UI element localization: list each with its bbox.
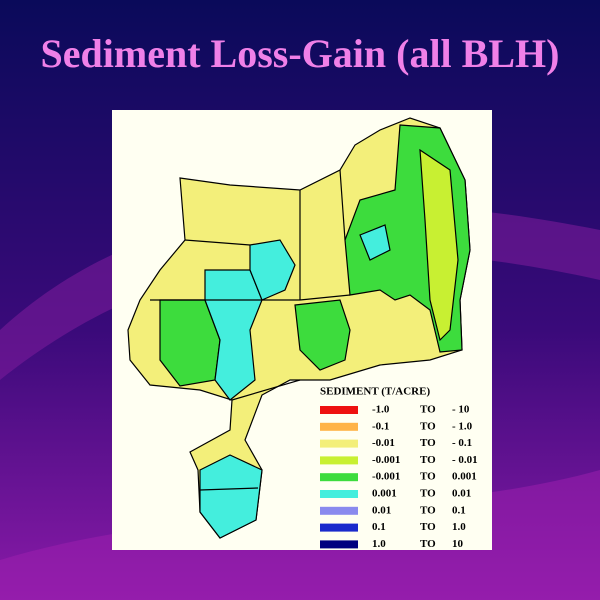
legend-swatch [320,523,358,532]
legend-sep: TO [420,504,436,516]
legend-swatch [320,439,358,448]
legend-sep: TO [420,521,436,533]
legend-to: - 1.0 [452,420,473,432]
legend-swatch [320,490,358,498]
legend-from: 0.001 [372,488,397,500]
title: Sediment Loss-Gain (all BLH) [41,31,560,76]
map-region [199,454,263,539]
legend-from: -0.01 [372,437,395,449]
legend-to: - 0.01 [452,454,478,466]
legend-from: -1.0 [372,404,390,416]
legend-title: SEDIMENT (T/ACRE) [320,386,430,398]
legend-from: 0.1 [372,521,386,533]
legend-to: 0.01 [452,488,471,500]
legend-from: 0.01 [372,504,391,516]
map-border [199,487,259,491]
legend-from: 1.0 [372,538,386,550]
map-border [150,169,351,401]
legend-to: 0.001 [452,471,477,483]
map-region [419,148,459,342]
legend-to: 10 [452,538,464,550]
legend-from: -0.001 [372,471,400,483]
legend: SEDIMENT (T/ACRE) -1.0 TO - 10 -0.1 TO - 1.0 -… [320,386,478,550]
legend-swatch [320,473,358,482]
legend-swatch [320,540,358,549]
legend-to: 1.0 [452,521,466,533]
legend-sep: TO [420,488,436,500]
legend-swatch [320,422,358,431]
legend-sep: TO [420,538,436,550]
map-region [359,224,391,261]
legend-swatch [320,456,358,465]
legend-sep: TO [420,454,436,466]
legend-to: - 10 [452,404,470,416]
legend-to: 0.1 [452,504,466,516]
legend-to: - 0.1 [452,437,472,449]
map-region [294,299,351,371]
legend-sep: TO [420,437,436,449]
legend-from: -0.001 [372,454,400,466]
legend-sep: TO [420,420,436,432]
legend-sep: TO [420,471,436,483]
legend-from: -0.1 [372,420,389,432]
map-region [249,239,296,301]
legend-swatch [320,506,358,515]
map [127,117,471,539]
legend-sep: TO [420,404,436,416]
legend-swatch [320,406,358,414]
